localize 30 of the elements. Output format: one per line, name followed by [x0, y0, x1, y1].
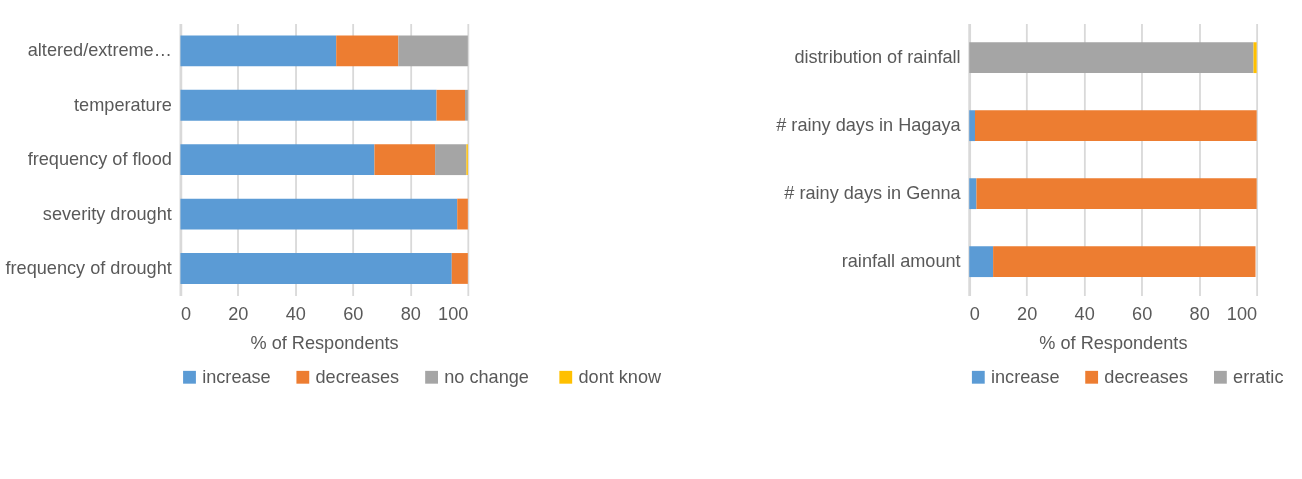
x-tick-label: 20	[228, 303, 249, 324]
legend-label: decreases	[1104, 366, 1188, 387]
x-tick-label: 60	[1132, 303, 1153, 324]
legend-label: increase	[202, 366, 271, 387]
y-tick-label: distribution of rainfall	[794, 47, 961, 68]
x-tick-label: 60	[343, 303, 364, 324]
legend-label: erratic	[1233, 366, 1284, 387]
y-tick-label: rainfall amount	[841, 251, 961, 272]
y-tick-label: altered/extreme…	[27, 40, 172, 61]
legend-label: decreases	[315, 366, 400, 387]
legend-label: dont know	[578, 366, 662, 387]
x-tick-label: 40	[285, 303, 306, 324]
legend-label: no change	[444, 366, 529, 387]
y-tick-label: temperature	[74, 94, 172, 115]
legend-label: increase	[991, 366, 1060, 387]
x-tick-label: 40	[1074, 303, 1095, 324]
x-axis-title: % of Respondents	[1039, 332, 1188, 353]
x-tick-label: 100	[438, 303, 469, 324]
y-tick-label: severity drought	[42, 203, 172, 224]
x-axis-title: % of Respondents	[250, 332, 399, 353]
x-tick-label: 0	[180, 303, 191, 324]
x-tick-label: 80	[1189, 303, 1210, 324]
x-tick-label: 80	[400, 303, 421, 324]
x-tick-label: 0	[969, 303, 980, 324]
x-tick-label: 100	[1226, 303, 1258, 324]
x-tick-label: 20	[1017, 303, 1038, 324]
y-tick-label: frequency of drought	[5, 257, 172, 278]
y-tick-label: # rainy days in Genna	[784, 183, 962, 204]
y-tick-label: # rainy days in Hagaya	[776, 115, 962, 136]
y-tick-label: frequency of flood	[27, 149, 172, 170]
